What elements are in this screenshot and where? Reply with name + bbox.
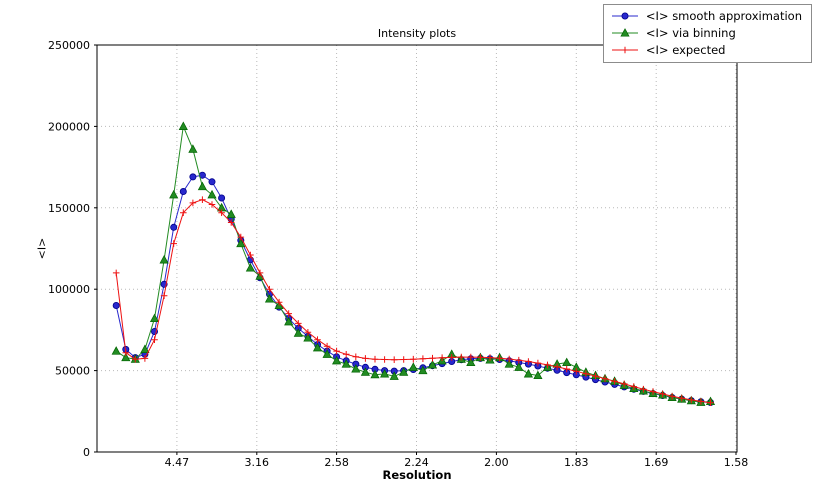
svg-text:50000: 50000: [55, 365, 90, 378]
svg-text:1.83: 1.83: [564, 456, 589, 469]
legend-item-expected: <I> expected: [610, 43, 802, 57]
svg-text:3.16: 3.16: [245, 456, 270, 469]
svg-text:1.58: 1.58: [724, 456, 749, 469]
y-axis-label: <I>: [35, 237, 49, 260]
chart-title: Intensity plots: [377, 27, 457, 40]
legend-label: <I> expected: [645, 43, 726, 57]
svg-text:200000: 200000: [48, 120, 90, 133]
legend-item-via-binning: <I> via binning: [610, 26, 802, 40]
chart-legend: <I> smooth approximation <I> via binning…: [602, 4, 812, 63]
legend-item-smooth-approximation: <I> smooth approximation: [610, 9, 802, 23]
svg-text:2.24: 2.24: [404, 456, 429, 469]
x-axis-label: Resolution: [382, 468, 452, 482]
svg-text:2.00: 2.00: [484, 456, 509, 469]
legend-label: <I> via binning: [645, 26, 736, 40]
svg-text:0: 0: [83, 446, 90, 459]
legend-marker-circle-icon: [611, 12, 638, 20]
legend-label: <I> smooth approximation: [645, 9, 802, 23]
legend-marker-triangle-icon: [611, 28, 638, 37]
svg-text:2.58: 2.58: [324, 456, 349, 469]
svg-text:250000: 250000: [48, 39, 90, 52]
svg-text:1.69: 1.69: [644, 456, 669, 469]
svg-text:150000: 150000: [48, 202, 90, 215]
svg-text:4.47: 4.47: [165, 456, 190, 469]
legend-marker-plus-icon: [611, 46, 638, 54]
svg-text:100000: 100000: [48, 283, 90, 296]
